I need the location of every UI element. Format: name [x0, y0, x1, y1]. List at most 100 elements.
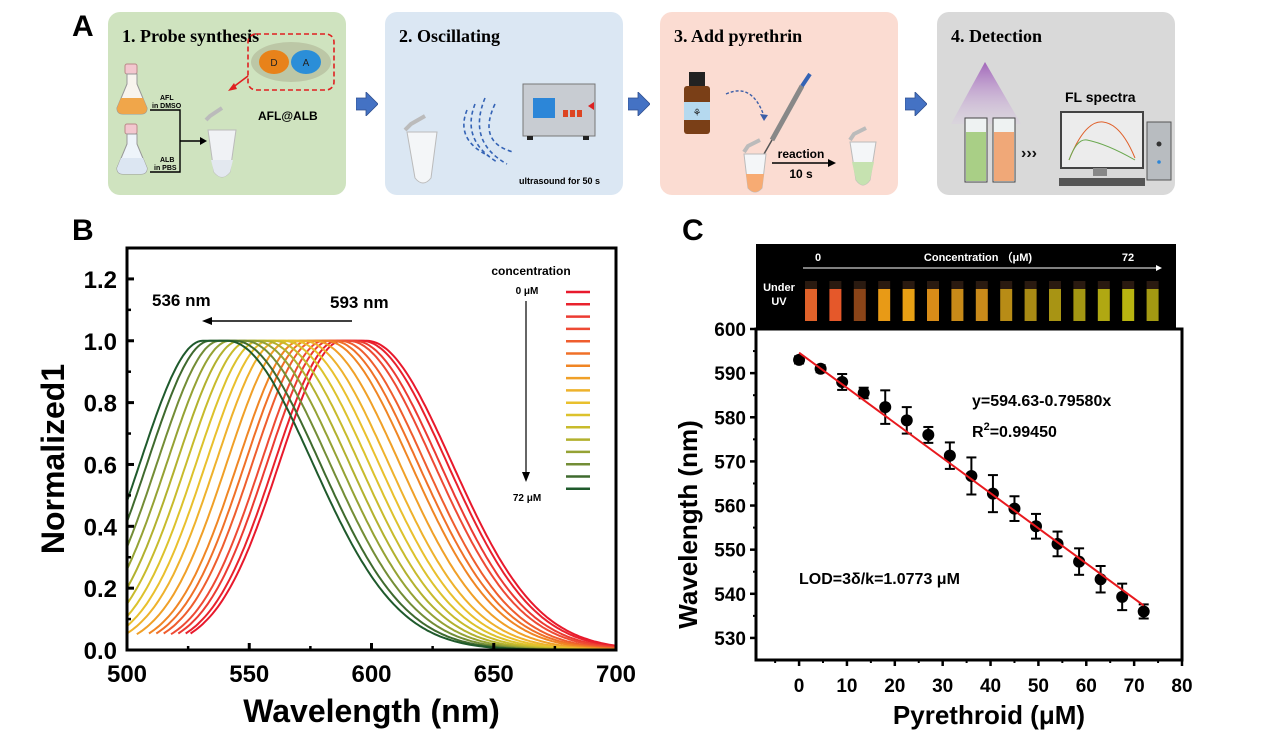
flask1-label-line2: in DMSO	[152, 103, 182, 110]
tube-icon	[204, 106, 237, 178]
legend-title: concentration	[491, 264, 570, 278]
probe-synthesis-illustration: AFL in DMSO ALB in PBS D A AFL@ALB	[116, 33, 335, 178]
shift-arrow-head	[202, 317, 212, 325]
spectrum-line	[155, 339, 617, 650]
inset-side-label-line2: UV	[771, 296, 787, 308]
y-tick-label: 0.6	[84, 452, 117, 479]
vial	[902, 289, 915, 321]
step-arrow-icon	[356, 92, 378, 116]
workflow-step-3: 3. Add pyrethrin ⚘ reaction 10 s	[660, 12, 898, 195]
data-point	[857, 386, 870, 399]
flask1-label-line1: AFL	[160, 95, 174, 102]
flask2-label-line2: in PBS	[154, 165, 177, 172]
spectrum-line	[190, 339, 617, 647]
vial-top	[878, 281, 891, 289]
spectrum-line	[163, 339, 617, 650]
x-tick-label: 600	[351, 661, 391, 688]
donor-label: D	[270, 58, 277, 69]
workflow-step-1: 1. Probe synthesis AFL in DMSO ALB in PB…	[108, 12, 346, 195]
vial	[805, 289, 817, 321]
inset-end-label: 72	[1122, 252, 1134, 264]
y-tick-label: 1.2	[84, 267, 117, 294]
spectrum-line	[185, 339, 617, 648]
workflow-step-4: 4. Detection ››› FL spectra	[937, 12, 1175, 195]
legend-start-label: 0 μM	[516, 286, 539, 297]
flask-icon	[116, 123, 148, 175]
y-tick-label: 540	[714, 585, 746, 606]
vial-top	[853, 281, 866, 289]
r2-superscript: 2	[984, 421, 990, 433]
vial-top	[1073, 281, 1086, 289]
cuvette-icon	[964, 117, 988, 183]
panel-label-c: C	[682, 214, 704, 247]
vial	[1146, 289, 1159, 321]
oscillating-illustration: ultrasound for 50 s	[403, 83, 600, 186]
tube-icon	[742, 138, 767, 193]
fl-spectra-caption: FL spectra	[1065, 89, 1136, 105]
y-axis-label: Wavelength (nm)	[673, 420, 703, 628]
vial-top	[805, 281, 817, 289]
uv-light-icon	[951, 62, 1021, 124]
x-tick-label: 30	[932, 676, 953, 697]
x-tick-label: 700	[596, 661, 636, 688]
tube-icon	[848, 126, 877, 186]
inset-arrow-head	[1156, 265, 1162, 271]
spectrum-line	[177, 339, 617, 649]
step-title: 3. Add pyrethrin	[674, 26, 803, 46]
x-tick-label: 20	[884, 676, 905, 697]
vial	[951, 289, 964, 321]
y-tick-label: 580	[714, 408, 746, 429]
vial-top	[1000, 281, 1013, 289]
inset-side-label-line1: Under	[763, 282, 796, 294]
sound-waves-icon	[463, 97, 514, 165]
panel-label-a: A	[72, 10, 94, 43]
y-tick-label: 590	[714, 364, 746, 385]
spectrum-line	[126, 339, 616, 651]
step-title: 2. Oscillating	[399, 26, 501, 46]
x-tick-label: 550	[229, 661, 269, 688]
y-tick-label: 530	[714, 629, 746, 650]
x-tick-label: 60	[1076, 676, 1097, 697]
lod-annotation: LOD=3δ/k=1.0773 μM	[799, 571, 960, 588]
legend-arrow-head	[522, 472, 530, 482]
vial	[1024, 289, 1037, 321]
vial-top	[1024, 281, 1037, 289]
vial-top	[927, 281, 939, 289]
data-point	[922, 428, 935, 441]
inset-title: Concentration （μM)	[924, 251, 1033, 264]
y-tick-label: 600	[714, 320, 746, 341]
step-title: 1. Probe synthesis	[122, 26, 260, 46]
workflow-step-2: 2. Oscillating ultrasound for 50 s	[385, 12, 623, 195]
x-tick-label: 650	[474, 661, 514, 688]
x-tick-label: 70	[1124, 676, 1145, 697]
data-point	[965, 469, 978, 482]
step-arrow-icon	[905, 92, 927, 116]
vial-top	[975, 281, 988, 289]
vial	[878, 289, 891, 321]
x-tick-label: 0	[794, 676, 805, 697]
y-tick-label: 550	[714, 541, 746, 562]
r2-value: =0.99450	[990, 424, 1057, 441]
vial	[927, 289, 939, 321]
panel-label-b: B	[72, 214, 94, 247]
vial	[975, 289, 988, 321]
vial-top	[1146, 281, 1159, 289]
x-axis-label: Pyrethroid (μM)	[893, 700, 1085, 730]
vial	[1122, 289, 1135, 321]
ultrasonic-bath-icon	[522, 83, 596, 140]
vial-top	[951, 281, 964, 289]
pesticide-bottle-icon: ⚘	[684, 72, 710, 134]
spectrum-line	[126, 339, 617, 651]
detection-illustration: ››› FL spectra	[951, 62, 1172, 186]
y-tick-label: 0.0	[84, 638, 117, 665]
vial	[1097, 289, 1110, 321]
add-pyrethrin-illustration: ⚘ reaction 10 s	[684, 72, 877, 193]
vial	[1000, 289, 1013, 321]
tube-icon	[403, 114, 438, 184]
vial-top	[902, 281, 915, 289]
vial-top	[1049, 281, 1061, 289]
pipette-icon	[763, 72, 812, 155]
y-tick-label: 0.2	[84, 576, 117, 603]
inset-start-label: 0	[815, 252, 821, 264]
